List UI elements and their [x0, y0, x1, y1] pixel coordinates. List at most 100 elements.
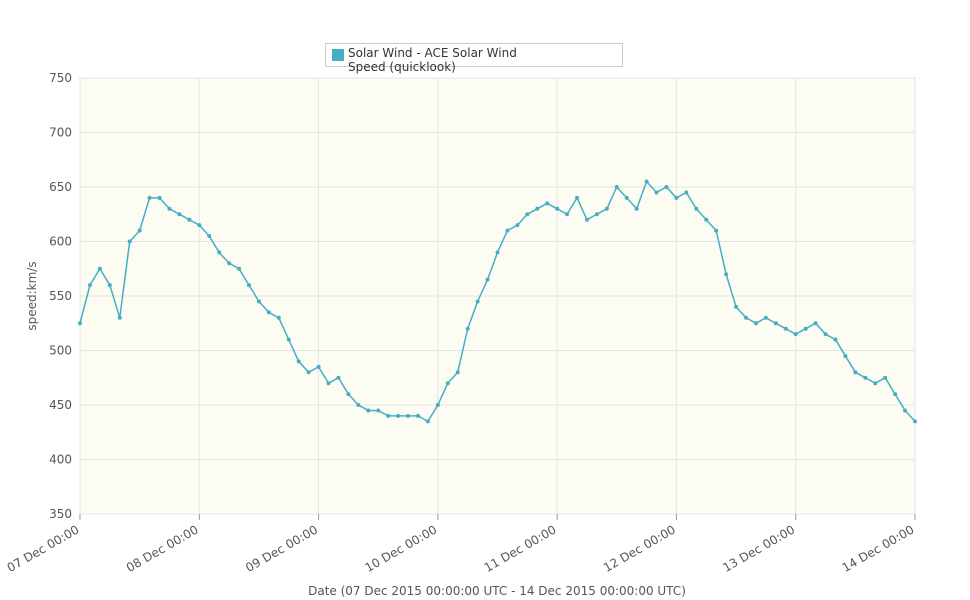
y-tick-label: 750 [49, 71, 72, 85]
data-point [78, 321, 82, 326]
data-point [843, 353, 848, 358]
data-point [435, 403, 440, 407]
data-point [803, 326, 808, 331]
data-point [336, 375, 341, 380]
data-point [525, 212, 530, 217]
data-point [117, 315, 122, 320]
data-point [555, 206, 560, 211]
y-tick-label: 700 [49, 126, 72, 140]
data-point [445, 381, 450, 386]
data-point [594, 212, 599, 217]
data-point [147, 195, 152, 200]
x-tick-label: 07 Dec 00:00 [5, 522, 82, 574]
data-point [863, 375, 868, 380]
y-tick-label: 350 [49, 507, 72, 521]
data-point [187, 217, 192, 222]
data-point [684, 190, 689, 195]
data-point [207, 234, 212, 239]
data-point [724, 272, 729, 277]
data-point [376, 408, 381, 413]
data-point [366, 408, 371, 413]
data-point [425, 419, 430, 424]
data-point [316, 364, 321, 369]
x-tick-label: 12 Dec 00:00 [601, 522, 678, 574]
data-point [107, 283, 112, 288]
data-point [584, 217, 589, 222]
data-point [823, 332, 828, 337]
data-point [535, 206, 540, 211]
data-point [545, 201, 550, 206]
data-point [475, 299, 480, 304]
data-point [833, 337, 838, 342]
data-point [714, 228, 719, 233]
data-point [237, 266, 242, 271]
data-point [644, 179, 649, 184]
legend-label: Solar Wind - ACE Solar Wind Speed (quick… [348, 46, 517, 74]
data-point [485, 277, 490, 282]
x-tick-label: 13 Dec 00:00 [720, 522, 797, 574]
data-point [704, 217, 709, 222]
data-point [465, 326, 470, 331]
y-tick-label: 600 [49, 235, 72, 249]
y-tick-label: 650 [49, 180, 72, 194]
data-point [197, 223, 202, 228]
y-tick-label: 500 [49, 344, 72, 358]
data-point [137, 228, 142, 233]
data-point [744, 315, 749, 320]
data-point [286, 337, 291, 342]
data-point [604, 206, 609, 211]
data-point [246, 283, 251, 288]
data-point [654, 190, 659, 195]
data-point [296, 359, 301, 364]
data-point [694, 206, 699, 211]
x-tick-label: 10 Dec 00:00 [362, 522, 439, 574]
data-point [505, 228, 510, 233]
legend-swatch [332, 49, 344, 61]
data-point [266, 310, 271, 315]
data-point [664, 185, 669, 189]
data-point [913, 419, 917, 424]
x-axis-label: Date (07 Dec 2015 00:00:00 UTC - 14 Dec … [308, 584, 686, 598]
data-point [575, 195, 580, 200]
y-tick-label: 450 [49, 398, 72, 412]
data-point [773, 321, 778, 326]
data-point [903, 408, 908, 413]
data-point [306, 370, 311, 375]
x-tick-label: 14 Dec 00:00 [840, 522, 917, 574]
data-point [813, 321, 818, 326]
data-point [515, 223, 520, 228]
x-tick-label: 09 Dec 00:00 [243, 522, 320, 574]
y-tick-label: 400 [49, 453, 72, 467]
data-point [276, 315, 281, 320]
data-point [853, 370, 858, 375]
data-point [396, 413, 401, 418]
x-tick-label: 08 Dec 00:00 [124, 522, 201, 574]
data-point [674, 195, 679, 200]
data-point [217, 250, 222, 255]
data-point [753, 321, 758, 326]
data-point [227, 261, 232, 266]
data-point [614, 185, 619, 189]
data-point [356, 403, 361, 407]
data-point [177, 212, 182, 217]
x-tick-label: 11 Dec 00:00 [482, 522, 559, 574]
data-point [415, 413, 420, 418]
y-tick-label: 550 [49, 289, 72, 303]
data-point [783, 326, 788, 331]
data-point [495, 250, 500, 255]
legend: Solar Wind - ACE Solar Wind Speed (quick… [325, 43, 623, 74]
data-point [873, 381, 878, 386]
data-point [565, 212, 570, 217]
data-point [893, 392, 898, 397]
data-point [127, 239, 132, 244]
data-point [386, 413, 391, 418]
data-point [634, 206, 639, 211]
data-point [883, 375, 888, 380]
data-point [734, 304, 739, 309]
data-point [256, 299, 261, 304]
data-point [326, 381, 331, 386]
y-axis-label: speed:km/s [25, 261, 39, 330]
data-point [763, 315, 768, 320]
